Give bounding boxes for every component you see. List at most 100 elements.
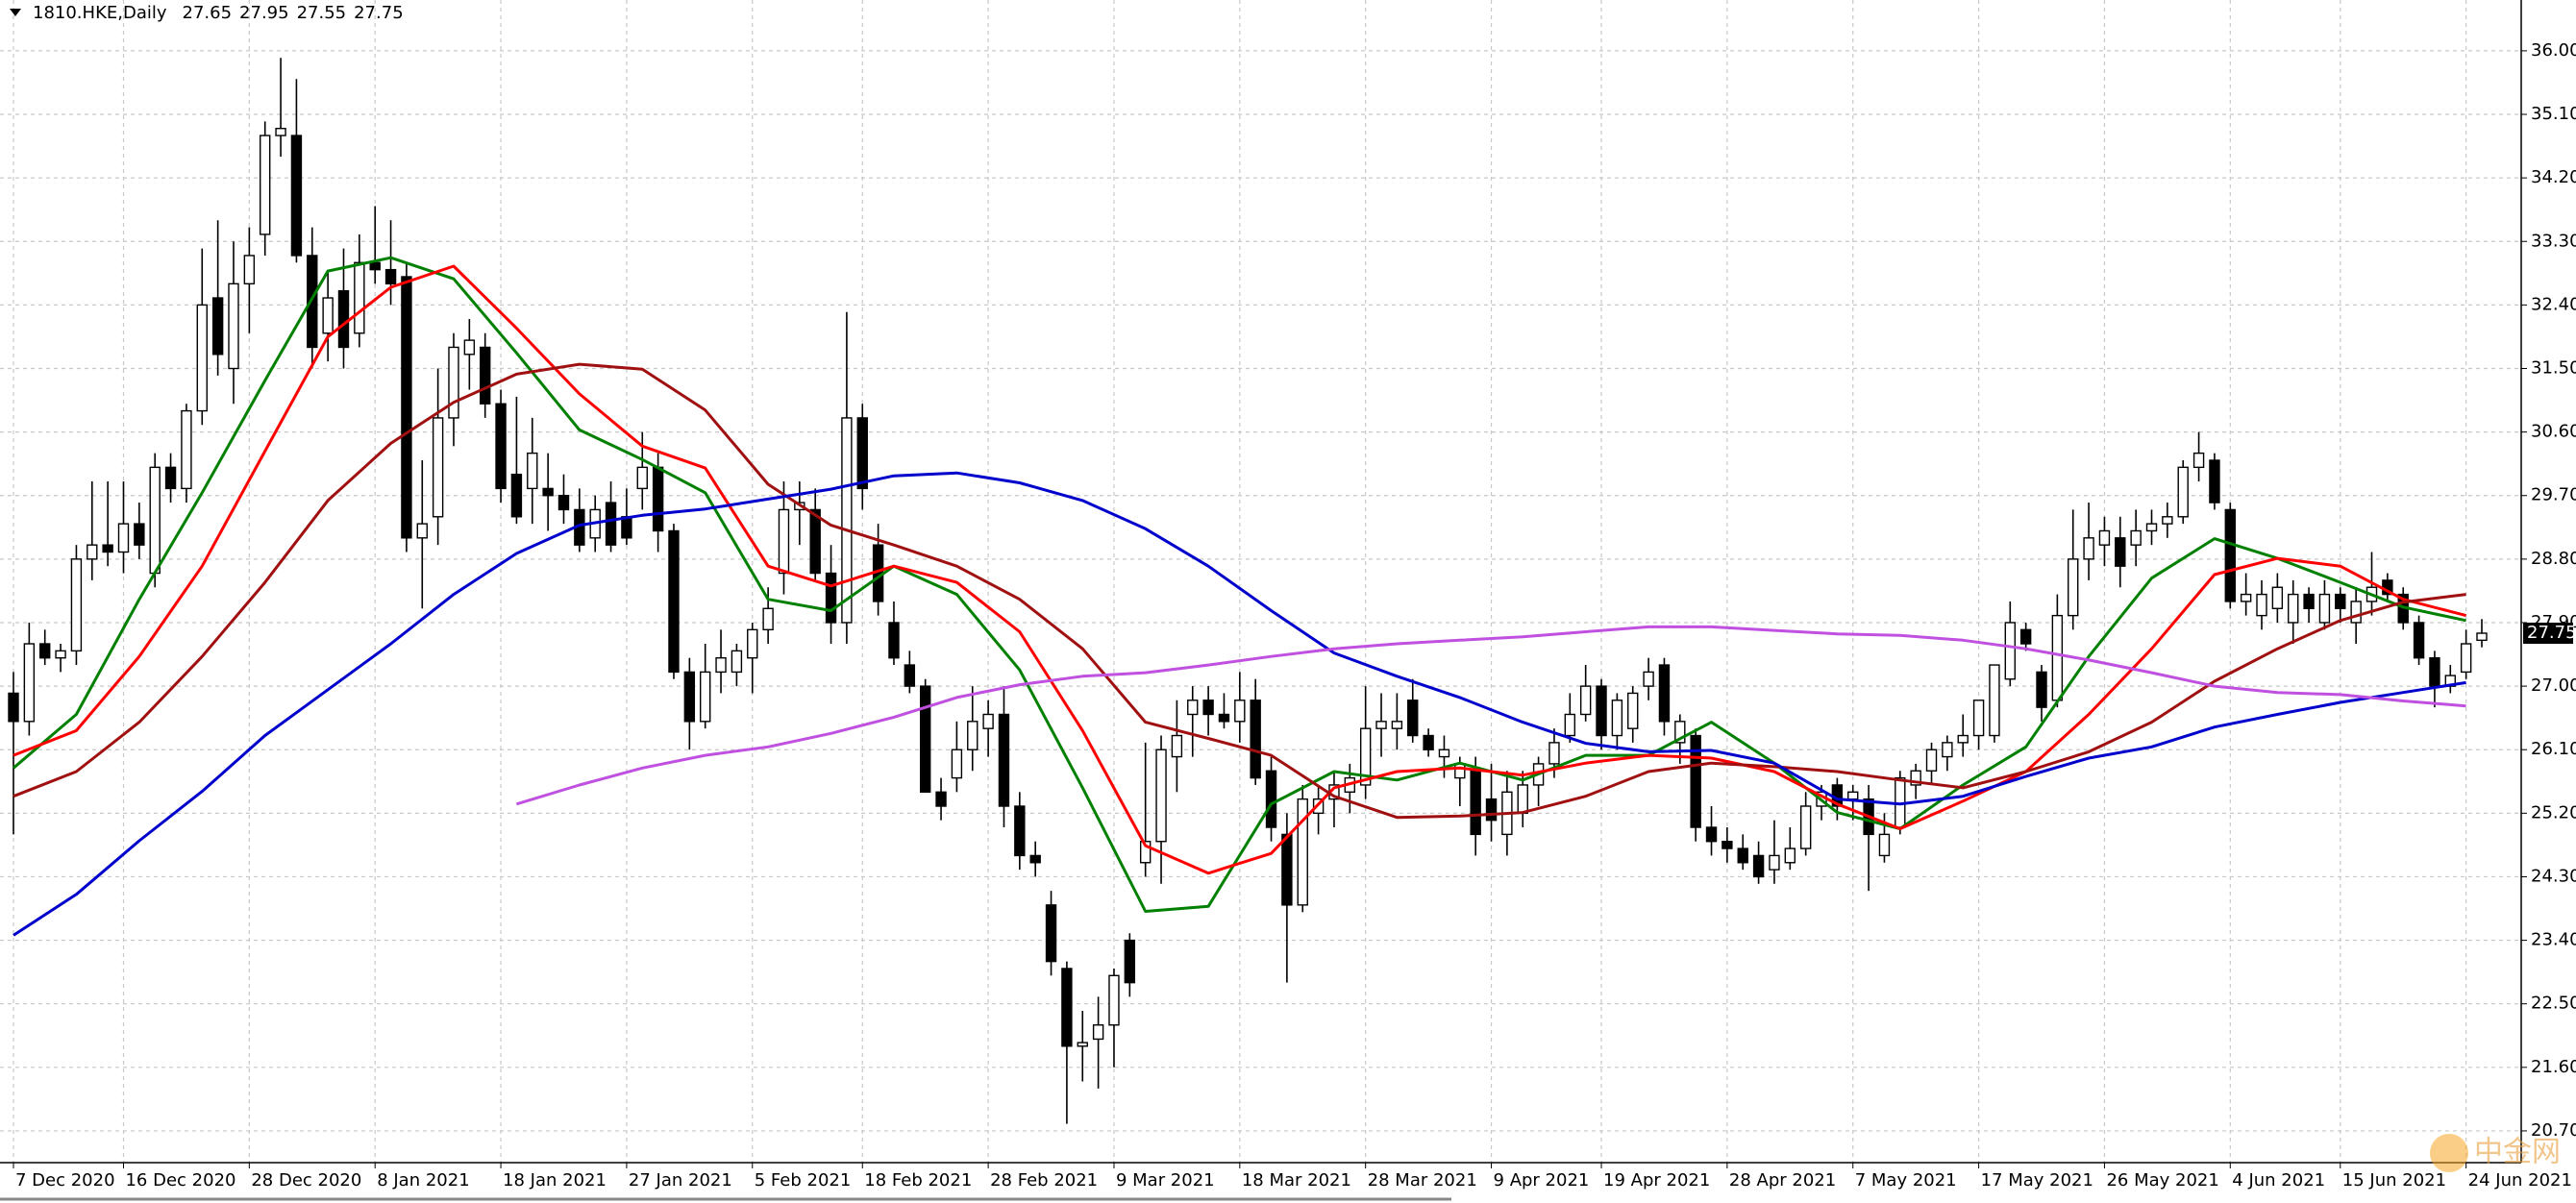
price-label: 27.75 [2527,623,2576,643]
candle-body [2177,466,2189,518]
low-value: 27.55 [297,3,347,23]
candle-body [762,607,774,631]
candle-body [1234,700,1246,723]
candle-body [904,664,916,687]
candle-body [1769,854,1780,871]
candle-body [1942,742,1953,758]
candle-body [2162,516,2173,525]
candle-body [2209,459,2220,503]
candle-body [1250,700,1261,779]
menu-arrow[interactable] [10,9,21,16]
candle-body [181,409,192,490]
candle-body [1171,734,1183,758]
candle-body [1359,727,1372,786]
candle-body [2004,622,2016,680]
candle-body [683,671,696,723]
x-tick-label: 9 Mar 2021 [1116,1170,1215,1191]
candle-body [1202,700,1214,716]
candle-body [935,791,947,807]
y-tick-label: 31.50 [2531,357,2576,378]
candle-body [2271,586,2284,609]
x-tick-label: 4 Jun 2021 [2232,1170,2325,1191]
candle-body [841,417,853,624]
candle-body [2476,632,2488,642]
moving-average-line [12,256,2466,913]
candle-body [1470,770,1481,836]
candle-body [2318,593,2331,624]
candle-body [1375,721,1387,729]
candle-body [2145,523,2158,532]
candle-body [1847,791,1859,800]
candle-body [668,529,680,674]
candle-body [1705,826,1718,843]
candle-body [55,650,66,659]
candle-body [510,473,523,518]
candle-body [1139,841,1152,864]
candle-body [2130,529,2142,546]
moving-average-line [12,471,2466,937]
close-value: 27.75 [354,3,404,23]
candle-body [1925,749,1938,772]
y-tick-label: 33.30 [2531,231,2576,251]
candle-body [1611,700,1623,737]
y-tick-label: 27.00 [2531,675,2576,696]
candle-body [1674,721,1686,744]
candle-body [39,643,51,659]
y-tick-label: 28.80 [2531,549,2576,569]
watermark-logo [2430,1134,2468,1172]
chart-header: 1810.HKE,Daily 27.65 27.95 27.55 27.75 [33,3,404,23]
y-tick-label: 22.50 [2531,994,2576,1014]
candle-body [1596,685,1607,737]
candle-body [432,417,444,518]
x-tick-label: 16 Dec 2020 [125,1170,235,1191]
candle-body [322,297,334,334]
y-tick-label: 32.40 [2531,294,2576,314]
y-tick-label: 20.70 [2531,1120,2576,1141]
candle-body [416,523,428,539]
candle-body [196,304,208,412]
y-tick-label: 29.70 [2531,485,2576,505]
candle-body [2224,508,2236,602]
candle-body [480,346,491,405]
candle-body [2335,593,2346,609]
candle-body [401,276,412,539]
moving-average-line [12,362,2466,820]
candle-body [1579,685,1592,716]
candle-body [1281,833,1293,906]
candle-body [307,255,318,349]
candle-body [1564,713,1576,737]
candle-body [228,282,239,370]
candle-body [275,128,286,136]
candle-body [1989,664,2000,737]
x-tick-label: 18 Jan 2021 [503,1170,607,1191]
candle-body [2460,643,2472,674]
candle-body [1957,734,1969,744]
candle-body [2240,593,2252,602]
candle-body [2036,671,2047,708]
candle-body [1092,1024,1104,1041]
candle-body [243,255,256,285]
candle-body [1627,692,1639,729]
candle-body [463,339,476,356]
candle-body [1108,974,1120,1026]
candle-body [557,495,570,511]
candle-body [2115,537,2126,567]
candle-body [1124,939,1136,984]
candle-body [384,268,397,285]
candle-body [778,508,790,575]
candle-body [2429,657,2440,687]
moving-average-line [515,625,2466,806]
candle-body [919,685,931,793]
candle-body [1485,798,1498,822]
high-value: 27.95 [239,3,289,23]
candle-body [715,657,727,674]
candle-body [652,466,664,532]
candle-body [1077,1042,1088,1047]
y-tick-label: 26.10 [2531,739,2576,759]
y-tick-label: 30.60 [2531,422,2576,442]
candle-body [1910,770,1921,786]
x-tick-label: 28 Mar 2021 [1368,1170,1477,1191]
candle-body [888,622,900,659]
candle-body [2019,628,2032,645]
